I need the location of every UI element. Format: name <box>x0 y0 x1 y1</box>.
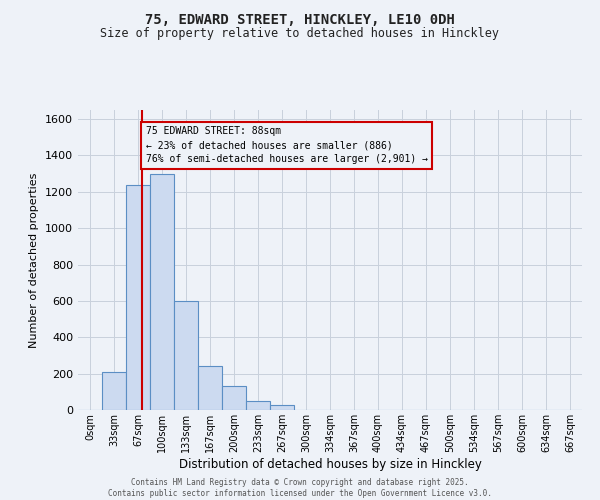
X-axis label: Distribution of detached houses by size in Hinckley: Distribution of detached houses by size … <box>179 458 481 470</box>
Text: Contains HM Land Registry data © Crown copyright and database right 2025.
Contai: Contains HM Land Registry data © Crown c… <box>108 478 492 498</box>
Bar <box>102 372 126 410</box>
Text: 75, EDWARD STREET, HINCKLEY, LE10 0DH: 75, EDWARD STREET, HINCKLEY, LE10 0DH <box>145 12 455 26</box>
Y-axis label: Number of detached properties: Number of detached properties <box>29 172 40 348</box>
Bar <box>126 184 150 410</box>
Bar <box>198 366 222 410</box>
Bar <box>246 401 270 410</box>
Bar <box>270 404 294 410</box>
Bar <box>150 174 174 410</box>
Bar <box>174 301 198 410</box>
Text: 75 EDWARD STREET: 88sqm
← 23% of detached houses are smaller (886)
76% of semi-d: 75 EDWARD STREET: 88sqm ← 23% of detache… <box>146 126 428 164</box>
Text: Size of property relative to detached houses in Hinckley: Size of property relative to detached ho… <box>101 28 499 40</box>
Bar <box>222 386 246 410</box>
